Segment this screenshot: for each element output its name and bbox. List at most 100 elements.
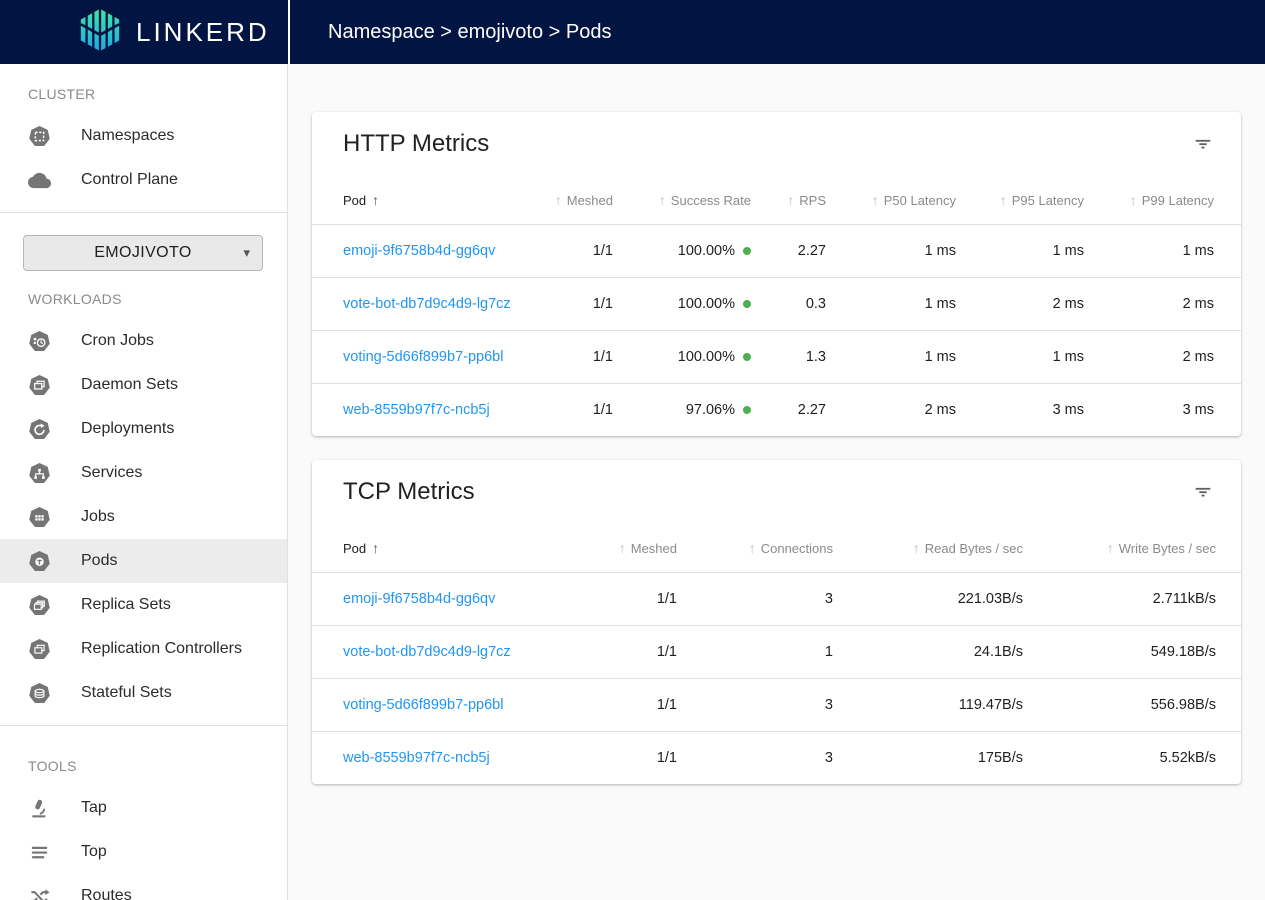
p50-value: 1 ms [924,349,956,365]
deployments-icon [27,417,51,441]
replicationcontrollers-icon [27,637,51,661]
chevron-down-icon: ▾ [243,245,250,260]
table-row: vote-bot-db7d9c4d9-lg7cz 1/1 100.00% 0.3… [312,277,1241,330]
connections-value: 3 [824,750,833,766]
http-metrics-title: HTTP Metrics [343,130,490,157]
sidebar-item-daemon-sets[interactable]: Daemon Sets [0,363,287,407]
meshed-value: 1/1 [592,296,613,312]
pod-link[interactable]: vote-bot-db7d9c4d9-lg7cz [343,296,511,312]
success-rate-cell: 100.00% [613,349,751,365]
pod-link[interactable]: web-8559b97f7c-ncb5j [343,402,490,418]
linkerd-logo[interactable]: LINKERD [0,0,288,64]
column-header-p99-latency[interactable]: ↑ P99 Latency [1129,192,1214,208]
workloads-section-label: WORKLOADS [28,291,122,307]
sidebar-item-top[interactable]: Top [0,830,287,874]
write-bytes-value: 5.52kB/s [1159,750,1216,766]
meshed-value: 1/1 [592,243,613,259]
column-header-pod[interactable]: Pod ↑ [343,192,380,208]
rps-value: 2.27 [797,243,826,259]
pod-link[interactable]: emoji-9f6758b4d-gg6qv [343,243,496,259]
write-bytes-value: 2.711kB/s [1152,591,1216,607]
sidebar-item-routes[interactable]: Routes [0,874,287,900]
p95-value: 2 ms [1052,296,1084,312]
table-row: voting-5d66f899b7-pp6bl 1/1 100.00% 1.3 … [312,330,1241,383]
table-row: emoji-9f6758b4d-gg6qv 1/1 100.00% 2.27 1… [312,224,1241,277]
sidebar-item-label: Namespaces [81,127,175,144]
tcp-metrics-title: TCP Metrics [343,478,475,505]
sidebar-item-label: Top [81,843,107,860]
column-header-success-rate[interactable]: ↑ Success Rate [658,192,751,208]
sidebar-item-deployments[interactable]: Deployments [0,407,287,451]
sort-icon: ↑ [658,192,666,208]
sort-icon: ↑ [554,192,562,208]
p50-value: 1 ms [924,296,956,312]
success-rate-indicator [743,406,751,414]
read-bytes-value: 24.1B/s [973,644,1023,660]
pod-link[interactable]: emoji-9f6758b4d-gg6qv [343,591,496,607]
namespaces-icon [27,124,51,148]
p95-value: 1 ms [1052,243,1084,259]
breadcrumb: Namespace > emojivoto > Pods [328,20,612,43]
namespace-select-value: EMOJIVOTO [94,244,192,261]
p99-value: 2 ms [1182,296,1214,312]
column-header-p50-latency[interactable]: ↑ P50 Latency [871,192,956,208]
column-header-write-bytes[interactable]: ↑ Write Bytes / sec [1106,540,1216,556]
http-metrics-card: HTTP Metrics Pod ↑ ↑ Meshed ↑ Success Rate … [312,112,1241,436]
success-rate-cell: 100.00% [613,296,751,312]
sidebar-item-cron-jobs[interactable]: Cron Jobs [0,319,287,363]
sidebar-item-namespaces[interactable]: Namespaces [0,114,287,158]
pod-link[interactable]: voting-5d66f899b7-pp6bl [343,697,504,713]
column-header-read-bytes[interactable]: ↑ Read Bytes / sec [912,540,1023,556]
sort-icon: ↑ [999,192,1007,208]
sort-icon: ↑ [618,540,626,556]
filter-icon[interactable] [1189,130,1217,158]
column-header-p95-latency[interactable]: ↑ P95 Latency [999,192,1084,208]
rps-value: 1.3 [805,349,826,365]
sidebar-item-label: Replica Sets [81,596,171,613]
meshed-value: 1/1 [656,697,677,713]
p50-value: 1 ms [924,243,956,259]
tcp-metrics-card: TCP Metrics Pod ↑ ↑ Meshed ↑ Connections ↑ R… [312,460,1241,784]
success-rate-indicator [743,300,751,308]
sort-icon: ↑ [748,540,756,556]
tap-icon [27,796,51,820]
meshed-value: 1/1 [656,591,677,607]
p99-value: 1 ms [1182,243,1214,259]
daemonsets-icon [27,373,51,397]
services-icon [27,461,51,485]
sidebar-item-control-plane[interactable]: Control Plane [0,158,287,202]
read-bytes-value: 221.03B/s [957,591,1023,607]
p99-value: 2 ms [1182,349,1214,365]
sidebar-item-tap[interactable]: Tap [0,786,287,830]
write-bytes-value: 549.18B/s [1150,644,1216,660]
column-header-pod[interactable]: Pod ↑ [343,540,380,556]
topbar-divider [288,0,290,64]
connections-value: 3 [824,591,833,607]
rps-value: 2.27 [797,402,826,418]
column-header-meshed[interactable]: ↑ Meshed [554,192,613,208]
pod-link[interactable]: vote-bot-db7d9c4d9-lg7cz [343,644,511,660]
column-header-rps[interactable]: ↑ RPS [787,192,826,208]
table-row: web-8559b97f7c-ncb5j 1/1 3 175B/s 5.52kB… [312,731,1241,784]
namespace-select[interactable]: EMOJIVOTO ▾ [23,235,263,271]
table-row: web-8559b97f7c-ncb5j 1/1 97.06% 2.27 2 m… [312,383,1241,436]
pods-icon [27,549,51,573]
sidebar-item-stateful-sets[interactable]: Stateful Sets [0,671,287,715]
table-row: vote-bot-db7d9c4d9-lg7cz 1/1 1 24.1B/s 5… [312,625,1241,678]
pod-link[interactable]: web-8559b97f7c-ncb5j [343,750,490,766]
sort-icon: ↑ [912,540,920,556]
meshed-value: 1/1 [656,644,677,660]
sidebar-item-pods[interactable]: Pods [0,539,287,583]
pod-link[interactable]: voting-5d66f899b7-pp6bl [343,349,504,365]
sidebar-item-services[interactable]: Services [0,451,287,495]
column-header-connections[interactable]: ↑ Connections [748,540,833,556]
sidebar-item-replication-controllers[interactable]: Replication Controllers [0,627,287,671]
p50-value: 2 ms [924,402,956,418]
sidebar-item-label: Daemon Sets [81,376,178,393]
cronjobs-icon [27,329,51,353]
sidebar-item-jobs[interactable]: Jobs [0,495,287,539]
column-header-meshed[interactable]: ↑ Meshed [618,540,677,556]
filter-icon[interactable] [1189,478,1217,506]
sidebar-item-replica-sets[interactable]: Replica Sets [0,583,287,627]
sort-icon: ↑ [1106,540,1114,556]
